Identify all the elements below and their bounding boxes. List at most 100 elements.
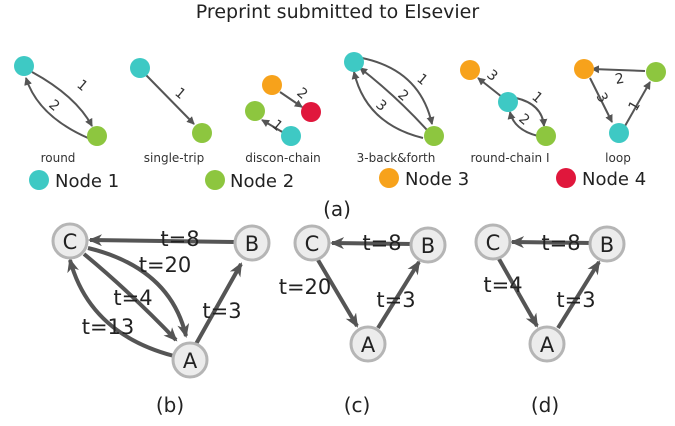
panel-a: 1 2 round 1 single-trip 2 1 discon-chain — [14, 52, 666, 221]
node-1 — [609, 123, 629, 143]
edge-label: t=3 — [556, 288, 595, 312]
edge-rc-1 — [515, 97, 548, 127]
motif-round-chain: 3 1 2 round-chain I — [460, 60, 556, 165]
node-label: A — [361, 333, 376, 357]
node-label: C — [63, 230, 78, 254]
node-1 — [130, 58, 150, 78]
edge-3bf-2 — [359, 67, 428, 131]
edge-rc-3 — [477, 77, 503, 98]
edge-b-t8 — [88, 234, 235, 247]
panel-b: C B A t=8 t=20 t=4 t=13 t=3 (b) — [51, 222, 271, 417]
edge-c-t20 — [316, 258, 359, 328]
node-2 — [536, 126, 556, 146]
edge-d-t8 — [510, 236, 593, 249]
legend-label-node-1: Node 1 — [55, 171, 119, 192]
panel-a-label: (a) — [323, 197, 351, 221]
edge-label: 3 — [483, 67, 500, 85]
motif-label: round-chain I — [470, 151, 549, 165]
node-b — [233, 224, 271, 262]
node-label: C — [486, 231, 501, 255]
edge-loop-1 — [624, 81, 651, 127]
panel-b-label: (b) — [156, 393, 184, 417]
edge-3bf-3 — [351, 71, 424, 139]
panel-d: C B A t=8 t=4 t=3 (d) — [474, 223, 626, 417]
edge-label: 2 — [394, 87, 411, 105]
edge-single-1 — [145, 74, 195, 125]
node-c — [474, 223, 512, 261]
motif-label: 3-back&forth — [357, 151, 436, 165]
edge-b-t3 — [194, 262, 243, 345]
motif-3-back-forth: 1 2 3 3-back&forth — [344, 52, 444, 165]
motif-label: single-trip — [144, 151, 204, 165]
node-2 — [245, 101, 265, 121]
node-b — [588, 225, 626, 263]
edge-loop-2 — [591, 65, 646, 74]
node-2 — [87, 126, 107, 146]
legend-swatch-node-2 — [205, 170, 225, 190]
edge-d-t4 — [497, 258, 539, 328]
edge-label: 1 — [171, 85, 188, 103]
legend-label-node-2: Node 2 — [230, 171, 294, 192]
edge-discon-1 — [261, 119, 285, 134]
edge-round-1 — [31, 71, 93, 127]
edge-label: t=3 — [202, 299, 241, 323]
edge-b-t20 — [87, 246, 190, 338]
node-label: C — [305, 232, 320, 256]
edge-label: 2 — [614, 71, 626, 88]
legend-swatch-node-4 — [556, 168, 576, 188]
legend-swatch-node-1 — [29, 170, 49, 190]
edge-3bf-1 — [361, 57, 435, 125]
motif-label: round — [41, 151, 76, 165]
edge-label: t=20 — [139, 253, 192, 277]
node-1 — [14, 56, 34, 76]
edge-d-t3 — [556, 260, 601, 330]
edge-rc-2 — [507, 111, 539, 137]
edge-label: 1 — [413, 71, 430, 89]
edge-label: 1 — [73, 77, 90, 95]
edge-label: t=13 — [82, 315, 135, 339]
edge-discon-2 — [279, 91, 303, 108]
node-1 — [281, 126, 301, 146]
node-c — [51, 222, 89, 260]
node-a — [349, 325, 387, 363]
edge-label: t=8 — [160, 227, 199, 251]
node-2 — [192, 123, 212, 143]
node-1 — [498, 92, 518, 112]
node-label: A — [540, 333, 555, 357]
motif-discon-chain: 2 1 discon-chain — [245, 75, 321, 165]
edge-label: t=20 — [279, 275, 332, 299]
node-4 — [301, 102, 321, 122]
node-label: A — [183, 349, 198, 373]
panel-c-label: (c) — [344, 393, 371, 417]
node-a — [171, 341, 209, 379]
node-1 — [344, 52, 364, 72]
node-a — [528, 325, 566, 363]
legend: Node 1 Node 2 Node 3 Node 4 — [29, 168, 646, 192]
edge-c-t8 — [330, 237, 414, 250]
edge-label: t=8 — [541, 231, 580, 255]
motif-single-trip: 1 single-trip — [130, 58, 212, 165]
edge-round-2 — [24, 77, 89, 139]
panel-c: C B A t=8 t=20 t=3 (c) — [279, 224, 447, 417]
node-label: B — [245, 232, 259, 256]
node-label: B — [600, 233, 614, 257]
node-c — [293, 224, 331, 262]
edge-label: 2 — [293, 85, 310, 103]
node-3 — [460, 60, 480, 80]
legend-label-node-3: Node 3 — [405, 169, 469, 190]
edge-label: t=3 — [376, 288, 415, 312]
node-2 — [646, 62, 666, 82]
edge-c-t3 — [376, 260, 421, 330]
edge-b-t13 — [67, 258, 175, 358]
motif-label: loop — [605, 151, 631, 165]
node-3 — [262, 75, 282, 95]
node-3 — [574, 59, 594, 79]
edge-label: t=8 — [362, 231, 401, 255]
motif-round: 1 2 round — [14, 56, 107, 165]
node-label: B — [421, 234, 435, 258]
node-b — [409, 226, 447, 264]
motif-label: discon-chain — [245, 151, 321, 165]
motif-loop: 2 1 3 loop — [574, 59, 666, 165]
node-2 — [424, 126, 444, 146]
